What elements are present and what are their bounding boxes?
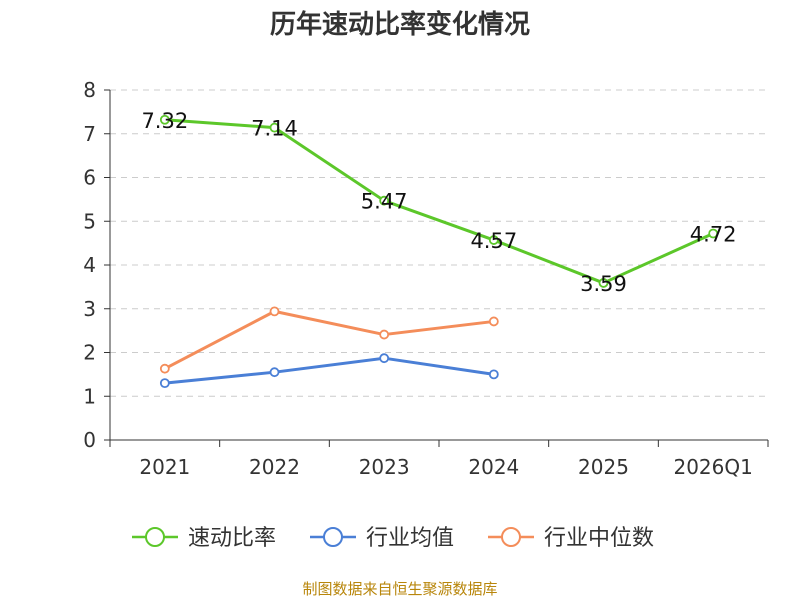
- data-label: 7.14: [251, 117, 298, 141]
- series-line-1: [164, 356, 495, 385]
- data-point: [269, 367, 280, 378]
- data-point: [159, 378, 170, 389]
- y-tick-label: 1: [83, 384, 96, 408]
- data-point: [269, 306, 280, 317]
- x-tick-label: 2023: [359, 455, 410, 479]
- legend-label: 行业均值: [366, 526, 454, 551]
- data-label: 3.59: [580, 272, 627, 296]
- data-point: [379, 353, 390, 364]
- y-tick-label: 8: [83, 78, 96, 102]
- label-layer: 7.32 7.14 5.47 4.57 3.59 4.72: [141, 109, 736, 296]
- data-label: 7.32: [141, 109, 188, 133]
- data-point: [379, 195, 390, 206]
- y-tick-label: 4: [83, 253, 96, 277]
- x-tick-label: 2021: [139, 455, 190, 479]
- x-tick-label: 2024: [468, 455, 519, 479]
- data-point: [269, 122, 280, 133]
- data-point: [379, 329, 390, 340]
- series-line-0: [164, 118, 714, 285]
- chart-title: 历年速动比率变化情况: [269, 10, 530, 40]
- data-point: [488, 369, 499, 380]
- data-label: 4.72: [690, 223, 737, 247]
- data-point: [488, 316, 499, 327]
- y-tick-label: 3: [83, 297, 96, 321]
- data-point: [159, 114, 170, 125]
- data-point: [708, 228, 719, 239]
- legend-marker: [145, 527, 165, 547]
- legend-item-2: 行业中位数: [488, 526, 654, 551]
- legend-layer: 速动比率 行业均值 行业中位数: [132, 526, 654, 551]
- legend-item-1: 行业均值: [310, 526, 454, 551]
- legend-marker: [323, 527, 343, 547]
- legend-marker: [501, 527, 521, 547]
- grid-layer: [110, 89, 768, 397]
- data-point: [488, 235, 499, 245]
- y-tick-label: 6: [83, 166, 96, 190]
- series-layer: [159, 114, 719, 389]
- y-tick-label: 0: [83, 428, 96, 452]
- y-tick-label: 7: [83, 122, 96, 146]
- y-tick-label: 5: [83, 209, 96, 233]
- data-point: [598, 278, 609, 288]
- x-tick-label: 2025: [578, 455, 629, 479]
- data-label: 4.57: [470, 229, 517, 253]
- legend-item-0: 速动比率: [132, 526, 276, 551]
- x-tick-label: 2026Q1: [673, 455, 752, 479]
- legend-label: 速动比率: [188, 526, 276, 551]
- x-tick-label: 2022: [249, 455, 300, 479]
- legend-label: 行业中位数: [544, 526, 654, 551]
- y-tick-label: 2: [83, 341, 96, 365]
- series-line-2: [164, 309, 495, 371]
- source-footer: 制图数据来自恒生聚源数据库: [302, 580, 498, 598]
- data-point: [159, 363, 170, 374]
- axis-layer: 0 1 2 3 4 5 6 7 8 2021 2022 2023 2024 2025 2026Q1: [83, 78, 769, 479]
- data-label: 5.47: [361, 190, 408, 214]
